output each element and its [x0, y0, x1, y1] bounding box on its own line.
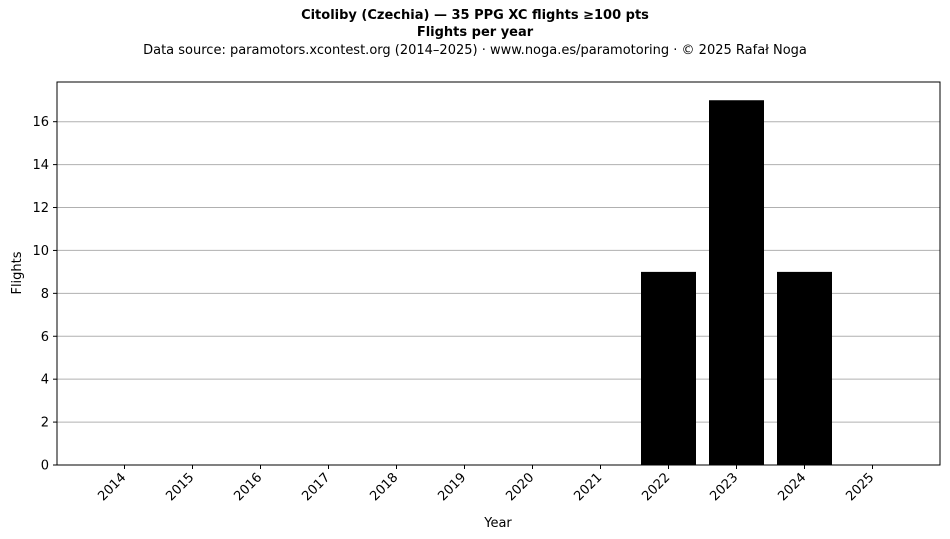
y-axis: 0 2 4 6 8 10 12 14 16 [32, 115, 57, 474]
x-tick-label-2018: 2018 [367, 470, 401, 504]
x-tick-label-2025: 2025 [843, 470, 877, 504]
y-tick-label: 0 [41, 459, 49, 474]
x-tick-label-2015: 2015 [163, 470, 197, 504]
x-axis: 2014 2015 2016 2017 2018 2019 2020 2021 2022 2023… [95, 465, 877, 504]
x-tick-label-2020: 2020 [503, 470, 537, 504]
bar-2024 [777, 271, 832, 465]
y-tick-label: 2 [41, 416, 49, 431]
x-tick-label-2019: 2019 [435, 470, 469, 504]
x-tick-label-2022: 2022 [639, 470, 673, 504]
y-tick-label: 16 [32, 115, 49, 130]
bar-2023 [709, 100, 764, 465]
x-tick-label-2024: 2024 [775, 470, 809, 504]
data-source-note: Data source: paramotors.xcontest.org (20… [143, 43, 807, 58]
bars [641, 100, 832, 465]
x-tick-label-2021: 2021 [571, 470, 605, 504]
gridlines [57, 121, 940, 423]
chart-title: Citoliby (Czechia) — 35 PPG XC flights ≥… [301, 8, 649, 23]
bar-2022 [641, 271, 696, 465]
plot-frame [56, 81, 941, 466]
x-tick-label-2017: 2017 [299, 470, 333, 504]
y-tick-label: 10 [32, 244, 49, 259]
y-tick-label: 12 [32, 201, 49, 216]
x-tick-label-2023: 2023 [707, 470, 741, 504]
y-axis-label: Flights [10, 251, 25, 294]
y-tick-label: 4 [41, 373, 49, 388]
y-tick-label: 14 [32, 158, 49, 173]
y-tick-label: 8 [41, 287, 49, 302]
chart-subtitle: Flights per year [416, 25, 534, 40]
x-tick-label-2014: 2014 [95, 470, 129, 504]
x-tick-label-2016: 2016 [231, 470, 265, 504]
y-tick-label: 6 [41, 330, 49, 345]
x-axis-label: Year [483, 516, 512, 531]
